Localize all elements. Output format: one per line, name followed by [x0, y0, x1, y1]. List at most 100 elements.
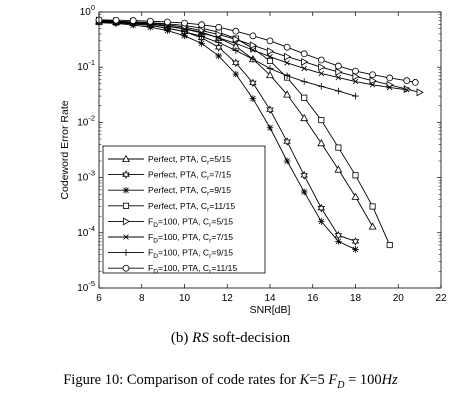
plus-marker [300, 78, 308, 85]
x-tick-label: 12 [222, 293, 234, 304]
triangle-up-marker [266, 70, 274, 79]
subcaption-code: RS [192, 330, 209, 346]
cross-marker [123, 234, 129, 240]
y-tick-label: 100 [80, 3, 95, 18]
plus-marker [181, 28, 188, 35]
plus-marker [283, 72, 291, 80]
circle-marker [411, 79, 419, 86]
square-marker [301, 94, 308, 101]
circle-marker [215, 23, 223, 31]
plus-marker [198, 33, 205, 40]
x-tick-label: 18 [350, 293, 362, 304]
circle-marker [335, 62, 342, 70]
triangle-right-marker [369, 76, 377, 85]
circle-marker [317, 56, 325, 64]
triangle-right-marker [416, 88, 424, 97]
plus-marker [352, 92, 359, 100]
triangle-up-marker [351, 192, 360, 200]
legend-entry: FD=100, PTA, Cr=11/15 [108, 263, 237, 276]
circle-marker [249, 32, 257, 40]
y-axis-label: Codeword Error Rate [59, 100, 71, 199]
legend-entry: Perfect, PTA, Cr=7/15 [108, 170, 231, 183]
x-tick-labels: 6 8 10 12 14 16 18 20 22 [96, 293, 447, 304]
square-marker [386, 242, 393, 249]
asterisk-marker [215, 52, 222, 60]
cross-marker [386, 84, 393, 91]
plus-marker [122, 249, 130, 256]
figcaption-f: F [328, 372, 338, 388]
legend-label: Perfect, PTA, Cr=7/15 [148, 170, 231, 183]
hexagram-marker [231, 58, 240, 68]
series-line [98, 21, 356, 97]
x-tick-label: 16 [307, 293, 319, 304]
series-5 [95, 16, 424, 97]
circle-marker [232, 27, 240, 35]
circle-marker [181, 19, 188, 27]
circle-marker [266, 37, 274, 45]
legend-box [102, 145, 266, 274]
asterisk-marker [283, 157, 291, 165]
plus-marker [164, 24, 171, 32]
cross-marker [284, 60, 290, 66]
x-tick-label: 14 [264, 293, 276, 304]
triangle-right-marker [284, 52, 292, 61]
figcaption-d: D [337, 379, 345, 391]
asterisk-marker [122, 186, 130, 194]
cross-marker [250, 47, 256, 53]
plus-marker [215, 39, 222, 46]
hexagram-marker [283, 137, 291, 146]
legend-label: Perfect, PTA, Cr=5/15 [148, 154, 231, 167]
cer-chart: 6 8 10 12 14 16 18 20 22 100 10-1 10-2 10-3 10-4 10-5… [59, 3, 447, 316]
triangle-up-marker [317, 139, 326, 147]
plus-marker [249, 55, 257, 63]
y-tick-label: 10-5 [77, 279, 95, 294]
cross-marker [215, 35, 222, 41]
legend-entry: Perfect, PTA, Cr=5/15 [108, 154, 231, 167]
subcaption-text: soft-decision [208, 330, 291, 346]
x-tick-label: 8 [139, 293, 145, 304]
circle-marker [164, 18, 171, 26]
y-tick-label: 10-2 [77, 113, 95, 128]
hexagram-marker [266, 105, 274, 115]
cross-marker [301, 65, 307, 72]
figcaption-eq: = 100 [344, 372, 382, 388]
legend-label: Perfect, PTA, Cr=11/15 [148, 201, 235, 214]
cross-marker [318, 70, 325, 77]
asterisk-marker [300, 188, 308, 196]
circle-marker [300, 50, 308, 58]
asterisk-marker [249, 95, 257, 102]
cross-marker [352, 78, 359, 85]
series-line [98, 22, 356, 250]
asterisk-marker [335, 238, 342, 245]
hexagram-marker [351, 236, 360, 246]
circle-marker [146, 17, 154, 25]
triangle-right-marker [335, 67, 343, 76]
x-tick-label: 6 [96, 293, 102, 304]
legend-entry: FD=100, PTA, Cr=5/15 [108, 216, 233, 229]
y-tick-label: 10-4 [77, 224, 95, 239]
legend-label: FD=100, PTA, Cr=7/15 [148, 232, 233, 245]
circle-marker [112, 16, 120, 24]
plus-marker [335, 87, 342, 95]
series-layer [95, 16, 424, 253]
triangle-right-marker [266, 47, 275, 56]
asterisk-marker [181, 32, 188, 40]
triangle-up-marker [368, 222, 377, 230]
series-8 [95, 16, 419, 86]
triangle-up-marker [334, 165, 343, 173]
plot-frame [98, 11, 442, 289]
subcaption-label: (b) [170, 330, 193, 346]
legend-entry: FD=100, PTA, Cr=9/15 [108, 248, 233, 261]
triangle-right-marker [232, 35, 240, 44]
legend-entry: Perfect, PTA, Cr=11/15 [108, 201, 235, 214]
circle-marker [386, 74, 394, 82]
triangle-up-marker [283, 90, 292, 98]
plus-marker [266, 65, 274, 72]
legend-label: FD=100, PTA, Cr=9/15 [148, 248, 233, 261]
x-tick-label: 10 [179, 293, 191, 304]
circle-marker [198, 21, 205, 29]
legend-label: FD=100, PTA, Cr=5/15 [148, 216, 233, 229]
circle-marker [283, 43, 291, 51]
square-marker [122, 202, 130, 209]
x-tick-label: 20 [393, 293, 405, 304]
